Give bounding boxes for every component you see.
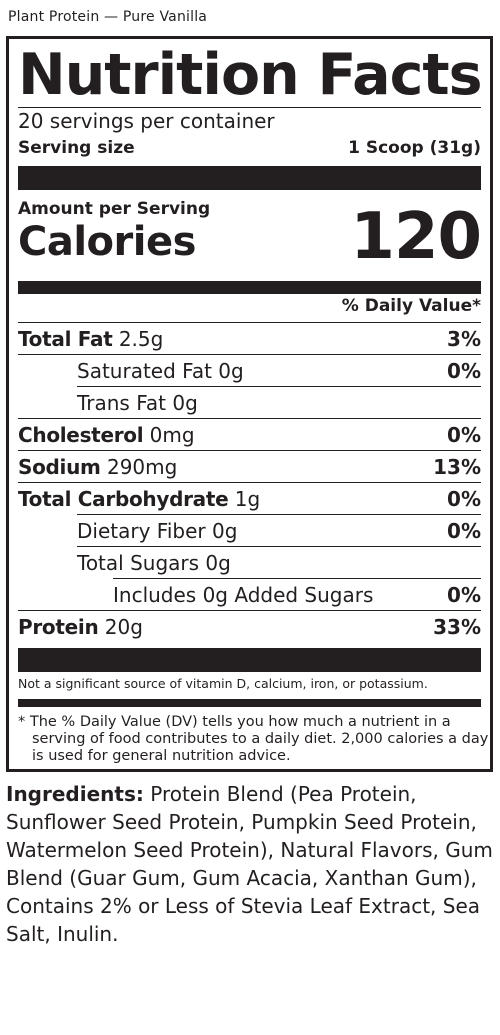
nutrient-dv: 0%	[447, 487, 481, 511]
daily-value-header: % Daily Value*	[341, 296, 481, 316]
ingredients-label: Ingredients:	[6, 782, 144, 806]
nutrient-row-saturated-fat: Saturated Fat 0g 0%	[18, 355, 481, 387]
nutrient-name: Sodium	[18, 455, 101, 479]
nutrient-name: Total Carbohydrate	[18, 487, 229, 511]
calories-value: 120	[350, 200, 482, 274]
thick-divider	[18, 648, 481, 672]
nutrient-row-protein: Protein 20g 33%	[18, 611, 481, 643]
daily-value-footnote: * The % Daily Value (DV) tells you how m…	[18, 714, 489, 764]
nutrient-dv: 0%	[447, 583, 481, 607]
serving-size-value: 1 Scoop (31g)	[348, 138, 481, 158]
nutrient-row-trans-fat: Trans Fat 0g	[18, 387, 481, 419]
vitamin-note: Not a significant source of vitamin D, c…	[18, 676, 428, 691]
nutrient-name: Total Fat	[18, 327, 113, 351]
nutrition-facts-panel: Nutrition Facts 20 servings per containe…	[6, 36, 493, 772]
nutrient-name: Trans Fat	[77, 391, 166, 415]
nutrient-amount: 2.5g	[118, 327, 164, 351]
nutrient-dv: 33%	[433, 615, 481, 639]
nutrient-amount: 0mg	[149, 423, 195, 447]
nutrient-row-total-carbohydrate: Total Carbohydrate 1g 0%	[18, 483, 481, 515]
nutrient-amount: 0g	[218, 359, 244, 383]
nutrient-amount: 1g	[234, 487, 261, 511]
nutrient-name: Includes 0g Added Sugars	[113, 583, 374, 607]
nutrient-dv: 0%	[447, 359, 481, 383]
nutrient-dv: 0%	[447, 423, 481, 447]
nutrient-row-cholesterol: Cholesterol 0mg 0%	[18, 419, 481, 451]
nutrient-name: Total Sugars	[77, 551, 200, 575]
servings-per-container: 20 servings per container	[18, 109, 275, 133]
nutrient-name: Saturated Fat	[77, 359, 212, 383]
amount-per-serving: Amount per Serving	[18, 199, 211, 219]
nutrient-dv: 3%	[447, 327, 481, 351]
nutrition-facts-heading: Nutrition Facts	[18, 42, 483, 108]
nutrient-amount: 0g	[211, 519, 238, 543]
nutrient-row-total-sugars: Total Sugars 0g	[18, 547, 481, 579]
medium-divider	[18, 699, 481, 707]
medium-divider	[18, 281, 481, 294]
nutrient-row-total-fat: Total Fat 2.5g 3%	[18, 323, 481, 355]
divider	[18, 322, 481, 323]
ingredients-text: Protein Blend (Pea Protein, Sunflower Se…	[6, 782, 493, 946]
nutrient-amount: 0g	[172, 391, 198, 415]
nutrient-name: Protein	[18, 615, 99, 639]
thick-divider	[18, 166, 481, 190]
nutrient-amount: 20g	[104, 615, 143, 639]
divider	[18, 107, 481, 108]
nutrient-amount: 290mg	[106, 455, 178, 479]
ingredients: Ingredients: Protein Blend (Pea Protein,…	[6, 780, 498, 948]
nutrient-row-added-sugars: Includes 0g Added Sugars 0%	[18, 579, 481, 611]
nutrient-name: Cholesterol	[18, 423, 144, 447]
nutrient-row-sodium: Sodium 290mg 13%	[18, 451, 481, 483]
serving-size-label: Serving size	[18, 138, 135, 158]
nutrient-amount: 0g	[205, 551, 231, 575]
product-title: Plant Protein — Pure Vanilla	[8, 9, 208, 25]
nutrient-dv: 0%	[447, 519, 481, 543]
nutrient-row-dietary-fiber: Dietary Fiber 0g 0%	[18, 515, 481, 547]
calories-label: Calories	[18, 219, 196, 265]
nutrient-dv: 13%	[433, 455, 481, 479]
nutrient-name: Dietary Fiber	[77, 519, 206, 543]
